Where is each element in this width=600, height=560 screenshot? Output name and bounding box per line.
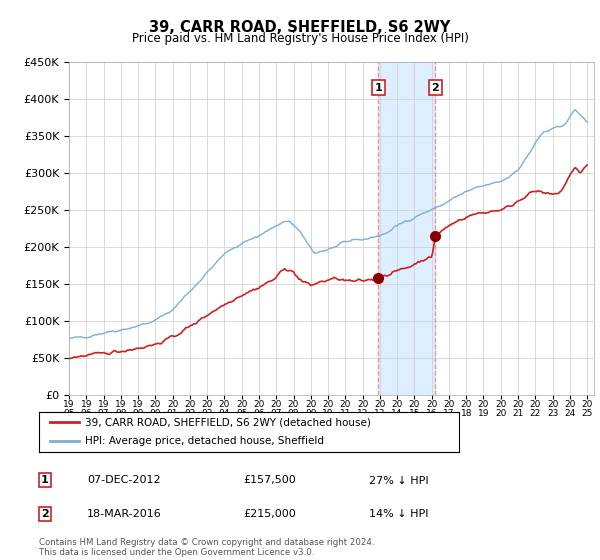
Text: 14% ↓ HPI: 14% ↓ HPI bbox=[369, 508, 428, 519]
Text: 1: 1 bbox=[374, 82, 382, 92]
Text: £215,000: £215,000 bbox=[243, 508, 296, 519]
Text: £157,500: £157,500 bbox=[243, 475, 296, 486]
Text: 18-MAR-2016: 18-MAR-2016 bbox=[87, 508, 162, 519]
Text: 39, CARR ROAD, SHEFFIELD, S6 2WY: 39, CARR ROAD, SHEFFIELD, S6 2WY bbox=[149, 20, 451, 35]
Text: 07-DEC-2012: 07-DEC-2012 bbox=[87, 475, 161, 486]
Bar bbox=[379, 62, 435, 395]
Text: 39, CARR ROAD, SHEFFIELD, S6 2WY (detached house): 39, CARR ROAD, SHEFFIELD, S6 2WY (detach… bbox=[85, 418, 371, 427]
Text: 27% ↓ HPI: 27% ↓ HPI bbox=[369, 475, 428, 486]
Text: Contains HM Land Registry data © Crown copyright and database right 2024.
This d: Contains HM Land Registry data © Crown c… bbox=[39, 538, 374, 557]
Text: 2: 2 bbox=[41, 508, 49, 519]
Text: HPI: Average price, detached house, Sheffield: HPI: Average price, detached house, Shef… bbox=[85, 436, 324, 446]
Text: Price paid vs. HM Land Registry's House Price Index (HPI): Price paid vs. HM Land Registry's House … bbox=[131, 32, 469, 45]
Text: 1: 1 bbox=[41, 475, 49, 486]
Text: 2: 2 bbox=[431, 82, 439, 92]
